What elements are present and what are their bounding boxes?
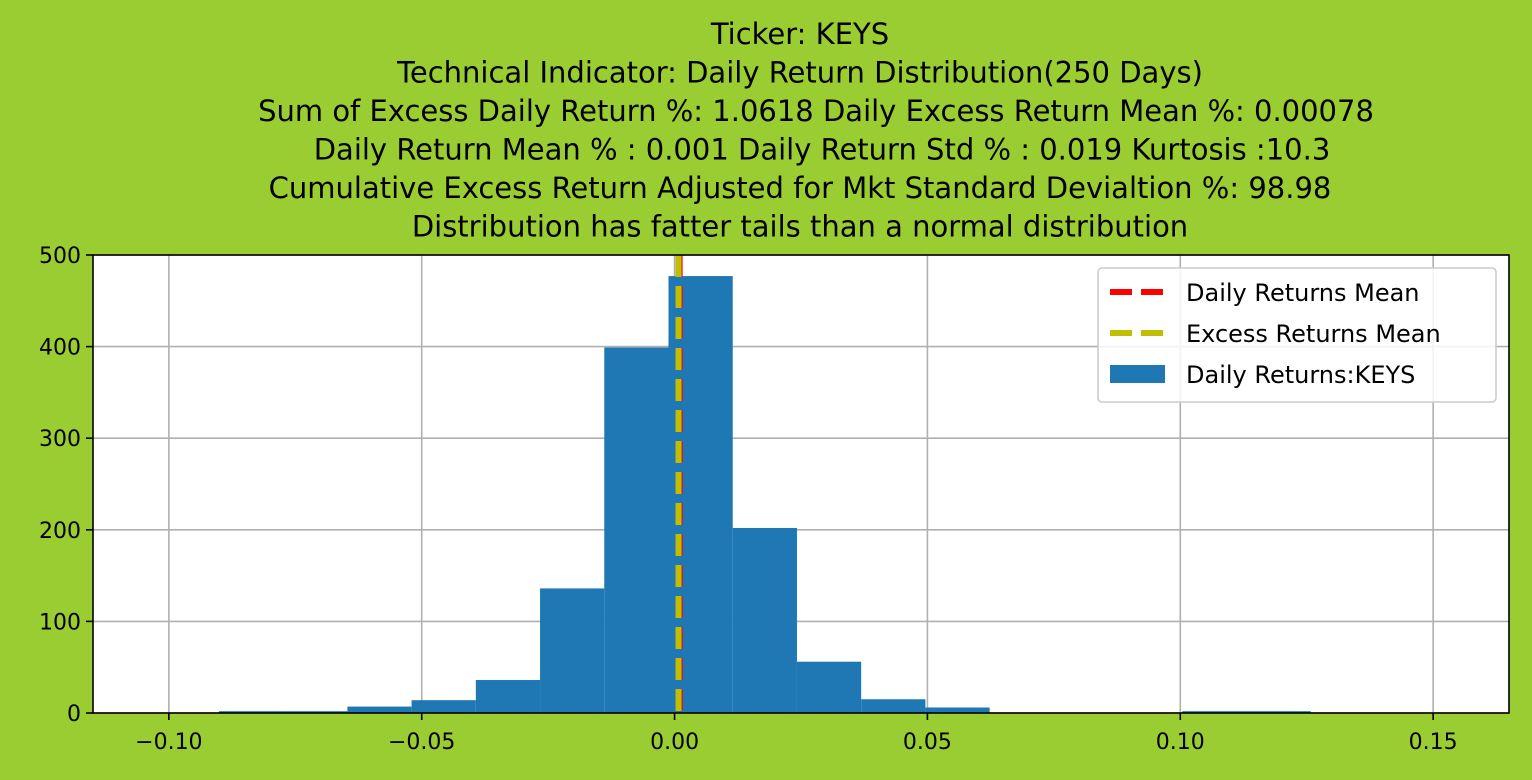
y-tick-label-5: 500 — [39, 244, 81, 269]
title-line-5: Distribution has fatter tails than a nor… — [412, 210, 1188, 244]
plot-frame — [92, 254, 1510, 714]
histogram-bar-8 — [732, 527, 797, 713]
x-tick-label-5: 0.15 — [1409, 730, 1458, 755]
histogram-bar-9 — [796, 661, 862, 713]
y-tick-label-1: 100 — [39, 610, 81, 635]
y-tick-label-4: 400 — [39, 336, 81, 361]
title-line-2: Sum of Excess Daily Return %: 1.0618 Dai… — [258, 94, 1374, 128]
histogram-bar-6 — [604, 347, 669, 713]
legend-label-2: Daily Returns:KEYS — [1186, 361, 1415, 389]
title-line-3: Daily Return Mean % : 0.001 Daily Return… — [314, 133, 1331, 167]
x-axis-ticks: −0.10 −0.05 0.00 0.05 0.10 0.15 — [135, 713, 1458, 755]
y-tick-label-3: 300 — [39, 427, 81, 452]
histogram-bar-5 — [540, 588, 605, 713]
x-tick-label-0: −0.10 — [135, 730, 202, 755]
histogram-bars — [218, 276, 1311, 713]
mean-lines — [675, 255, 683, 713]
histogram-bar-12 — [1182, 711, 1247, 713]
y-tick-label-2: 200 — [39, 519, 81, 544]
title-line-1: Technical Indicator: Daily Return Distri… — [396, 56, 1203, 90]
histogram-bar-1 — [283, 711, 348, 713]
histogram-bar-13 — [1246, 711, 1311, 713]
histogram-bar-4 — [475, 680, 541, 713]
histogram-bar-10 — [861, 699, 926, 713]
y-tick-label-0: 0 — [67, 702, 81, 727]
legend: Daily Returns Mean Excess Returns Mean Dai… — [1097, 267, 1497, 403]
x-tick-label-2: 0.00 — [650, 730, 699, 755]
histogram-bar-2 — [347, 706, 412, 713]
histogram-bar-0 — [218, 711, 284, 713]
x-tick-label-3: 0.05 — [903, 730, 952, 755]
histogram-bar-3 — [411, 700, 476, 713]
chart-title: Ticker: KEYS Technical Indicator: Daily R… — [258, 17, 1374, 244]
y-axis-ticks: 0 100 200 300 400 500 — [39, 244, 93, 727]
legend-swatch-2 — [1110, 365, 1165, 383]
legend-label-1: Excess Returns Mean — [1186, 320, 1441, 348]
x-tick-label-4: 0.10 — [1156, 730, 1205, 755]
title-line-0: Ticker: KEYS — [710, 17, 889, 51]
legend-box — [1097, 267, 1497, 403]
x-tick-label-1: −0.05 — [388, 730, 455, 755]
legend-label-0: Daily Returns Mean — [1186, 279, 1420, 307]
histogram-bar-11 — [925, 707, 990, 713]
title-line-4: Cumulative Excess Return Adjusted for Mk… — [269, 171, 1332, 205]
